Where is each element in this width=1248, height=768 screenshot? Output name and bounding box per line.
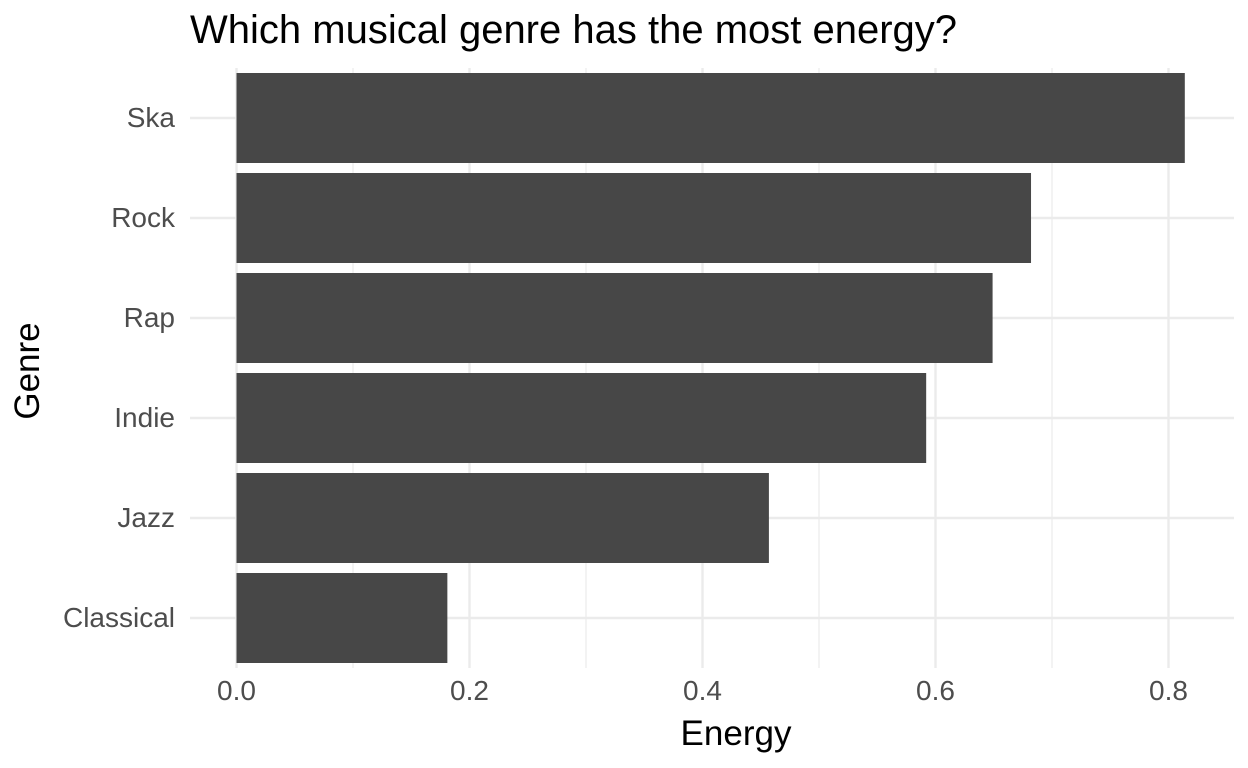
y-tick-label: Classical xyxy=(63,602,175,633)
x-tick-label: 0.2 xyxy=(450,675,489,706)
y-tick-label: Jazz xyxy=(117,502,175,533)
y-tick-label: Rock xyxy=(111,202,176,233)
y-tick-labels: Classical Jazz Indie Rap Rock Ska xyxy=(63,102,176,633)
bar-rap xyxy=(236,273,993,363)
chart-title: Which musical genre has the most energy? xyxy=(190,8,958,52)
x-tick-label: 0.0 xyxy=(217,675,256,706)
y-tick-label: Indie xyxy=(114,402,175,433)
x-tick-label: 0.6 xyxy=(916,675,955,706)
bar-classical xyxy=(236,573,448,663)
x-axis-title: Energy xyxy=(680,714,792,753)
y-tick-label: Rap xyxy=(124,302,175,333)
bar-ska xyxy=(236,73,1185,163)
bar-jazz xyxy=(236,473,769,563)
bars xyxy=(236,73,1185,663)
y-tick-label: Ska xyxy=(127,102,176,133)
x-tick-labels: 0.0 0.2 0.4 0.6 0.8 xyxy=(217,675,1188,706)
bar-rock xyxy=(236,173,1032,263)
x-tick-label: 0.8 xyxy=(1149,675,1188,706)
y-axis-title: Genre xyxy=(8,322,47,420)
x-tick-label: 0.4 xyxy=(683,675,722,706)
bar-indie xyxy=(236,373,927,463)
